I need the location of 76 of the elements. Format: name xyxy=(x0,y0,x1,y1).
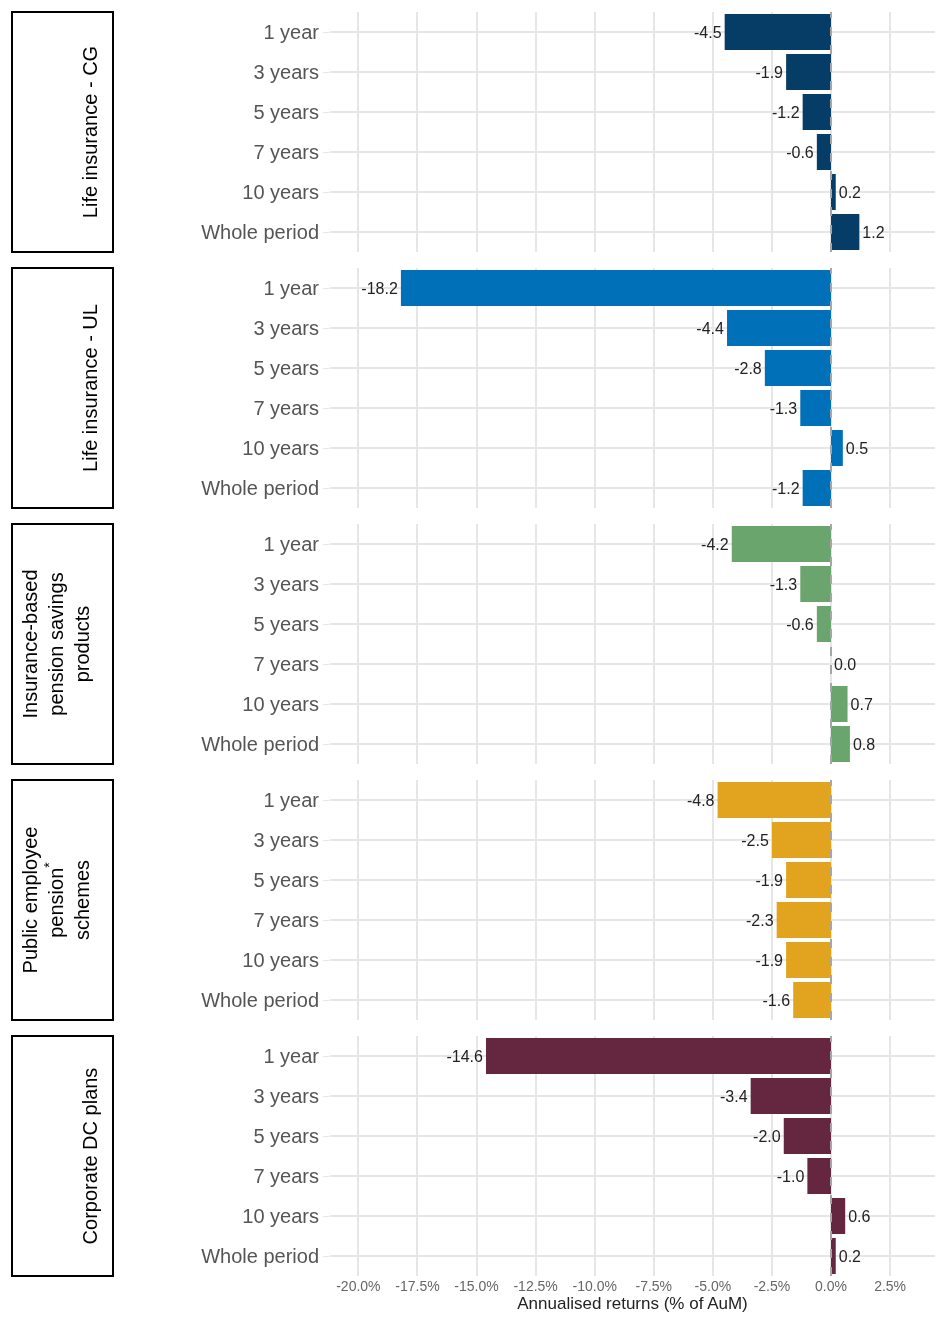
y-tick-label: Whole period xyxy=(201,477,319,499)
data-label: 0.5 xyxy=(845,439,869,457)
data-label: 0.0 xyxy=(834,655,857,673)
y-tick-label: 3 years xyxy=(253,829,319,851)
data-label: -2.0 xyxy=(753,1127,781,1145)
y-tick-label: 10 years xyxy=(242,693,319,715)
x-tick-label: -2.5% xyxy=(753,1278,791,1294)
y-tick-label: 5 years xyxy=(253,613,319,635)
y-tick-label: 1 year xyxy=(263,533,320,555)
data-label: -4.4 xyxy=(696,319,725,337)
y-tick-label: 5 years xyxy=(253,1125,319,1147)
x-tick-label: -7.5% xyxy=(635,1278,673,1294)
y-tick-label: 1 year xyxy=(263,789,320,811)
data-label: -1.3 xyxy=(769,399,798,417)
y-tick-label: 5 years xyxy=(253,101,319,123)
data-label: -1.9 xyxy=(755,63,784,81)
data-label: -1.2 xyxy=(771,479,800,497)
y-tick-label: 7 years xyxy=(253,653,319,675)
x-tick-label: -12.5% xyxy=(513,1278,558,1294)
x-tick-label: -10.0% xyxy=(572,1278,617,1294)
data-label: -1.3 xyxy=(769,575,798,593)
text: Life insurance - UL xyxy=(78,304,101,472)
data-label: -18.2 xyxy=(361,279,398,297)
data-label: -14.6 xyxy=(446,1047,483,1065)
data-label: -1.0 xyxy=(776,1167,805,1185)
data-label: -1.6 xyxy=(762,991,791,1009)
y-tick-label: 5 years xyxy=(253,869,319,891)
x-tick-label: -20.0% xyxy=(336,1278,381,1294)
data-label: -1.2 xyxy=(771,103,800,121)
text: Public employee pension$^{*}$ schemes xyxy=(18,826,93,974)
data-label: -4.5 xyxy=(694,23,722,41)
y-tick-label: 10 years xyxy=(242,181,319,203)
y-tick-label: 3 years xyxy=(253,1085,319,1107)
data-label: -0.6 xyxy=(786,615,814,633)
y-tick-label: 1 year xyxy=(263,21,320,43)
y-tick-label: 1 year xyxy=(263,277,320,299)
data-label: -4.8 xyxy=(686,791,715,809)
data-label: -2.3 xyxy=(745,911,774,929)
data-label: 0.2 xyxy=(838,183,862,201)
y-tick-label: 7 years xyxy=(253,141,319,163)
data-label: -0.6 xyxy=(786,143,814,161)
data-label: 0.8 xyxy=(852,735,876,753)
data-label: 0.6 xyxy=(848,1207,871,1225)
x-tick-label: -17.5% xyxy=(395,1278,440,1294)
data-label: 0.7 xyxy=(850,695,873,713)
y-tick-label: Whole period xyxy=(201,733,319,755)
y-tick-label: 5 years xyxy=(253,357,319,379)
data-label: -2.8 xyxy=(734,359,762,377)
x-axis-title: Annualised returns (% of AuM) xyxy=(517,1294,748,1314)
y-tick-label: 3 years xyxy=(253,61,319,83)
x-tick-label: 2.5% xyxy=(874,1278,907,1294)
y-tick-label: Whole period xyxy=(201,989,319,1011)
x-tick-label: 0.0% xyxy=(815,1278,847,1294)
x-tick-label: -15.0% xyxy=(454,1278,499,1294)
y-tick-label: 3 years xyxy=(253,317,319,339)
y-tick-label: 10 years xyxy=(242,949,319,971)
data-label: -1.9 xyxy=(755,871,784,889)
data-label: -4.2 xyxy=(701,535,729,553)
data-label: 1.2 xyxy=(862,223,885,241)
y-tick-label: Whole period xyxy=(201,221,319,243)
y-tick-label: 3 years xyxy=(253,573,319,595)
data-label: 0.2 xyxy=(838,1247,862,1265)
data-label: -2.5 xyxy=(741,831,769,849)
y-tick-label: 7 years xyxy=(253,397,319,419)
y-tick-label: Whole period xyxy=(201,1245,319,1267)
y-tick-label: 10 years xyxy=(242,1205,319,1227)
y-tick-label: 1 year xyxy=(263,1045,320,1067)
data-label: -1.9 xyxy=(755,951,784,969)
x-tick-label: -5.0% xyxy=(694,1278,732,1294)
text: Life insurance - CG xyxy=(78,45,101,219)
y-tick-label: 7 years xyxy=(253,909,319,931)
y-tick-label: 10 years xyxy=(242,437,319,459)
text: Insurance-based pension savings products xyxy=(18,569,93,719)
data-label: -3.4 xyxy=(719,1087,748,1105)
text: Corporate DC plans xyxy=(78,1067,101,1245)
y-tick-label: 7 years xyxy=(253,1165,319,1187)
